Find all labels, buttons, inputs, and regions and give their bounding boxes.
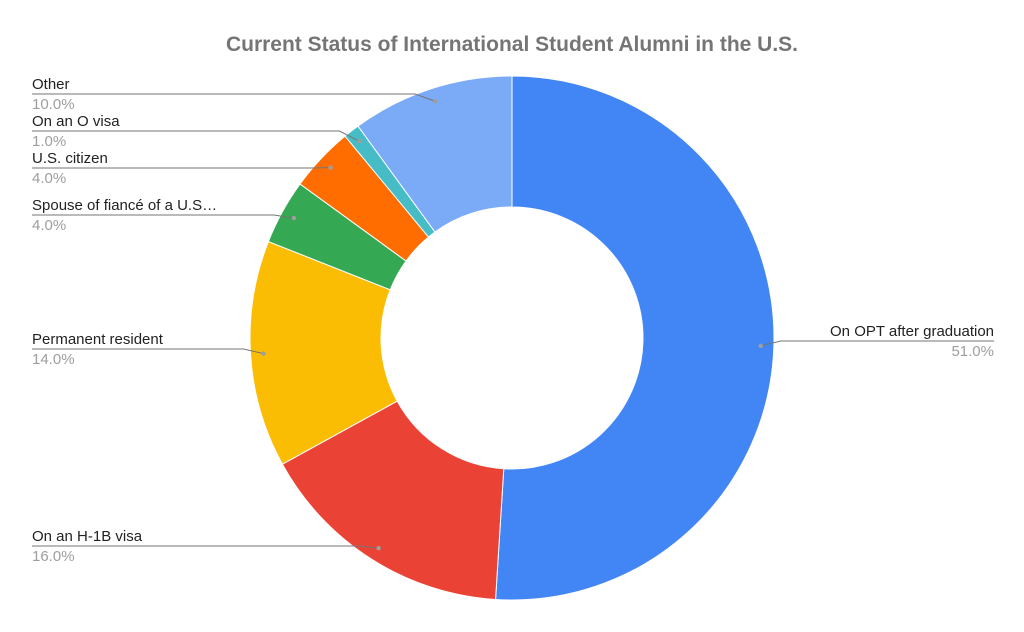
leader-spouse-of-fianc-of-a-u-s-citizen [32, 214, 294, 219]
leader-permanent-resident [32, 348, 264, 355]
leader-dot-other [432, 99, 438, 104]
slice-on-an-h-1b-visa [281, 400, 505, 601]
leader-lines [32, 93, 994, 551]
slice-labels: On OPT after graduation 51.0% On an H-1B v… [32, 76, 994, 565]
leader-on-an-o-visa [32, 130, 360, 142]
slice-value-spouse-of-fianc-of-a-u-s-citizen: 4.0% [32, 217, 66, 234]
slice-other [357, 75, 513, 233]
slice-label-spouse-of-fianc-of-a-u-s-citizen: Spouse of fiancé of a U.S… [32, 197, 217, 214]
leader-dot-on-an-h-1b-visa [376, 545, 381, 551]
slice-value-other: 10.0% [32, 96, 75, 113]
leader-other [32, 93, 436, 102]
slice-label-u-s-citizen: U.S. citizen [32, 150, 108, 167]
slice-permanent-resident [249, 240, 398, 465]
slice-value-on-an-o-visa: 1.0% [32, 133, 66, 150]
slice-value-on-an-h-1b-visa: 16.0% [32, 548, 75, 565]
leader-on-opt-after-graduation [760, 340, 994, 347]
donut-slices [249, 75, 775, 601]
leader-dot-on-opt-after-graduation [758, 343, 763, 349]
slice-value-permanent-resident: 14.0% [32, 351, 75, 368]
leader-dot-permanent-resident [261, 351, 266, 356]
leader-dot-on-an-o-visa [357, 139, 362, 144]
leader-dot-spouse-of-fianc-of-a-u-s-citizen [291, 215, 297, 221]
slice-value-u-s-citizen: 4.0% [32, 170, 66, 187]
slice-on-opt-after-graduation [495, 75, 775, 601]
slice-label-on-opt-after-graduation: On OPT after graduation [830, 323, 994, 340]
slice-label-other: Other [32, 76, 70, 93]
leader-on-an-h-1b-visa [32, 545, 379, 549]
slice-label-on-an-o-visa: On an O visa [32, 113, 120, 130]
slice-value-on-opt-after-graduation: 51.0% [951, 343, 994, 360]
chart-title: Current Status of International Student … [226, 33, 798, 56]
leader-dot-u-s-citizen [328, 165, 333, 170]
slice-label-on-an-h-1b-visa: On an H-1B visa [32, 528, 143, 545]
slice-label-permanent-resident: Permanent resident [32, 331, 164, 348]
